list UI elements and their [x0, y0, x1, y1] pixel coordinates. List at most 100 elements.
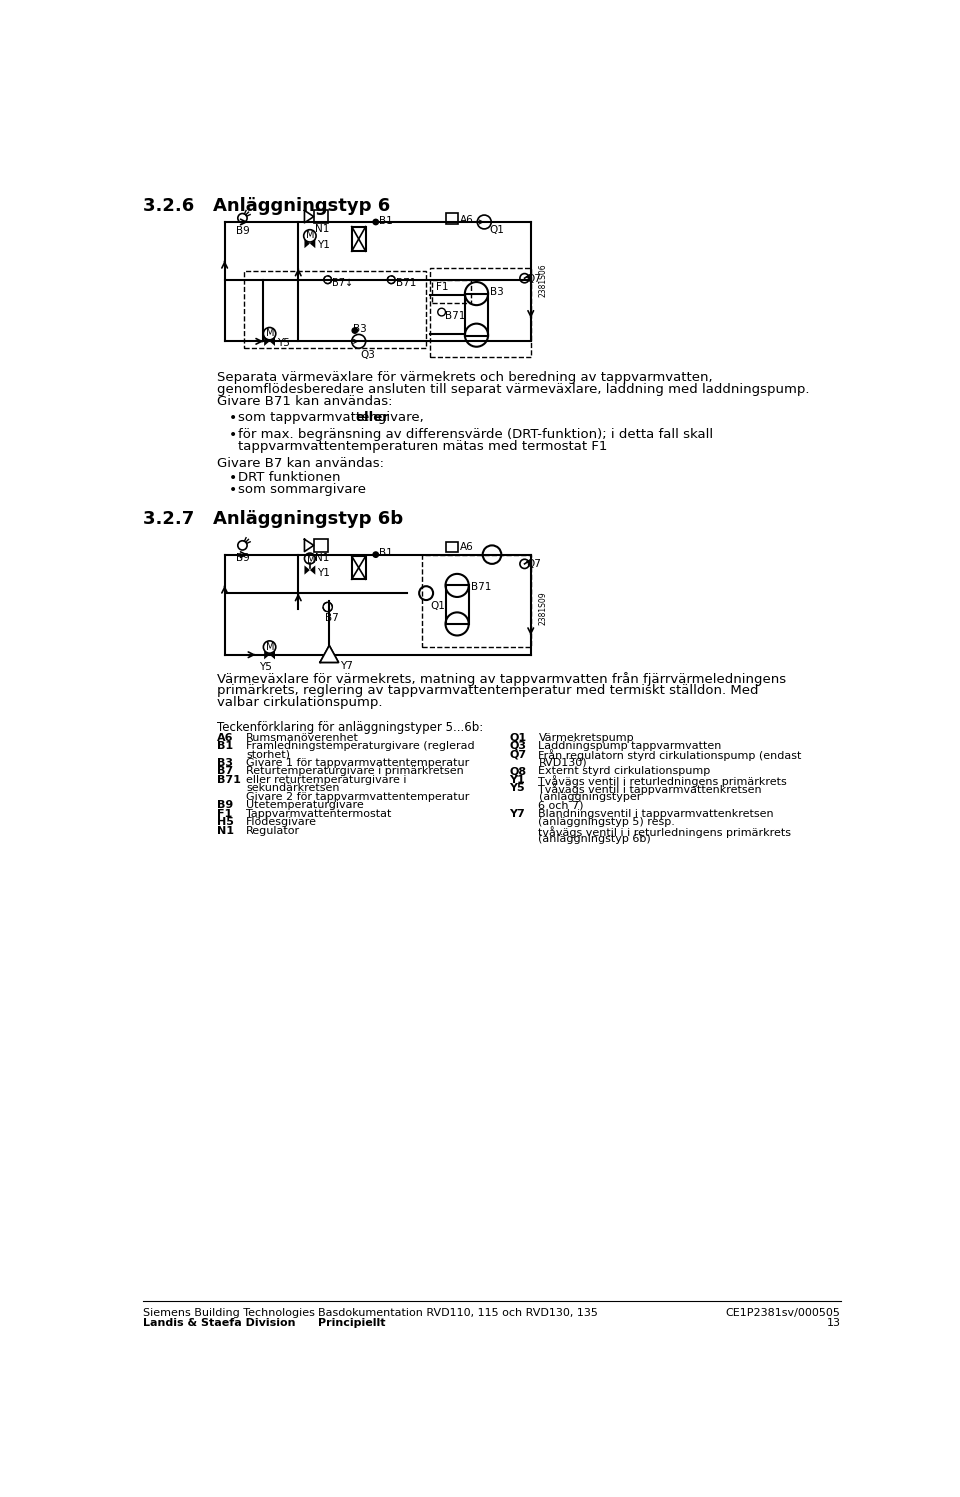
Text: Utetemperaturgivare: Utetemperaturgivare — [247, 801, 364, 810]
Circle shape — [352, 328, 357, 334]
Text: B3: B3 — [352, 323, 367, 334]
Text: Framledningstemperaturgivare (reglerad: Framledningstemperaturgivare (reglerad — [247, 741, 475, 751]
Polygon shape — [264, 337, 270, 346]
Text: Q3: Q3 — [509, 741, 526, 751]
Text: N1: N1 — [217, 826, 234, 835]
Text: 13: 13 — [827, 1319, 841, 1328]
Text: Returtemperaturgivare i primärkretsen: Returtemperaturgivare i primärkretsen — [247, 766, 464, 777]
Text: B9: B9 — [236, 552, 250, 563]
Bar — [430, 268, 531, 356]
Polygon shape — [310, 566, 315, 575]
Bar — [314, 211, 327, 223]
Circle shape — [373, 552, 378, 557]
Bar — [432, 280, 471, 302]
Text: eller returtemperaturgivare i: eller returtemperaturgivare i — [247, 775, 407, 784]
Text: Tvåvägs ventil i returledningens primärkrets: Tvåvägs ventil i returledningens primärk… — [539, 775, 787, 787]
Bar — [244, 271, 426, 347]
Text: tvåvägs ventil i i returledningens primärkrets: tvåvägs ventil i i returledningens primä… — [539, 826, 791, 838]
Polygon shape — [264, 650, 270, 659]
Text: B71: B71 — [217, 775, 241, 784]
Bar — [465, 293, 488, 335]
Text: Givare B7 kan användas:: Givare B7 kan användas: — [217, 457, 384, 470]
Text: Basdokumentation RVD110, 115 och RVD130, 135: Basdokumentation RVD110, 115 och RVD130,… — [318, 1308, 597, 1319]
Text: B71: B71 — [396, 278, 417, 289]
Text: Separata värmeväxlare för värmekrets och beredning av tappvarmvatten,: Separata värmeväxlare för värmekrets och… — [217, 371, 712, 383]
Text: Flödesgivare: Flödesgivare — [247, 817, 318, 828]
Text: Y5: Y5 — [276, 338, 289, 349]
Text: •: • — [228, 484, 237, 497]
Text: B7: B7 — [217, 766, 233, 777]
Text: M: M — [266, 642, 275, 651]
Text: primärkrets, reglering av tappvarmvattentemperatur med termiskt ställdon. Med: primärkrets, reglering av tappvarmvatten… — [217, 684, 758, 698]
Text: valbar cirkulationspump.: valbar cirkulationspump. — [217, 696, 382, 710]
Text: 3.2.7   Anläggningstyp 6b: 3.2.7 Anläggningstyp 6b — [143, 510, 403, 528]
Text: Principiellt: Principiellt — [318, 1319, 385, 1328]
Text: Landis & Staefa Division: Landis & Staefa Division — [143, 1319, 296, 1328]
Text: Q8: Q8 — [509, 766, 526, 777]
Text: •: • — [228, 428, 237, 442]
Text: Q7: Q7 — [526, 274, 541, 283]
Text: Q1: Q1 — [430, 600, 444, 611]
Text: Rumsmanöverenhet: Rumsmanöverenhet — [247, 732, 359, 743]
Text: B71: B71 — [471, 581, 492, 591]
Text: 2381S09: 2381S09 — [539, 591, 547, 626]
Bar — [445, 213, 458, 223]
Text: Siemens Building Technologies: Siemens Building Technologies — [143, 1308, 315, 1319]
Text: storhet): storhet) — [247, 750, 290, 759]
Text: sekundärkretsen: sekundärkretsen — [247, 783, 340, 793]
Bar — [351, 557, 366, 579]
Text: genomflödesberedare ansluten till separat värmeväxlare, laddning med laddningspu: genomflödesberedare ansluten till separa… — [217, 383, 809, 395]
Text: Q3: Q3 — [360, 350, 375, 359]
Text: som sommargivare: som sommargivare — [238, 484, 366, 496]
Text: A6: A6 — [460, 542, 473, 551]
Text: Q1: Q1 — [489, 225, 504, 235]
Text: Y1: Y1 — [509, 775, 525, 784]
Text: B71: B71 — [445, 310, 466, 320]
Text: N1: N1 — [315, 552, 329, 563]
Text: A6: A6 — [217, 732, 233, 743]
Text: Regulator: Regulator — [247, 826, 300, 835]
Text: CE1P2381sv/000505: CE1P2381sv/000505 — [726, 1308, 841, 1319]
Text: Laddningspump tappvarmvatten: Laddningspump tappvarmvatten — [539, 741, 722, 751]
Text: B1: B1 — [217, 741, 233, 751]
Text: DRT funktionen: DRT funktionen — [238, 470, 340, 484]
Text: Externt styrd cirkulationspump: Externt styrd cirkulationspump — [539, 766, 710, 777]
Text: 2381S06: 2381S06 — [539, 263, 547, 296]
Text: Värmeväxlare för värmekrets, matning av tappvarmvatten från fjärrvärmeledningens: Värmeväxlare för värmekrets, matning av … — [217, 672, 786, 686]
Text: Q7: Q7 — [526, 560, 541, 569]
Text: (anläggningstyper: (anläggningstyper — [539, 792, 641, 802]
Circle shape — [373, 219, 378, 225]
Text: 3.2.6   Anläggningstyp 6: 3.2.6 Anläggningstyp 6 — [143, 196, 391, 214]
Polygon shape — [270, 650, 275, 659]
Bar — [422, 554, 531, 647]
Text: •: • — [228, 410, 237, 425]
Text: (anläggningstyp 6b): (anläggningstyp 6b) — [539, 834, 651, 844]
Text: Blandningsventil i tappvarmvattenkretsen: Blandningsventil i tappvarmvattenkretsen — [539, 808, 774, 819]
Text: tappvarmvattentemperaturen mätas med termostat F1: tappvarmvattentemperaturen mätas med ter… — [238, 440, 607, 454]
Polygon shape — [304, 240, 310, 249]
Bar — [314, 539, 327, 551]
Text: Q7: Q7 — [509, 750, 526, 759]
Text: Värmekretspump: Värmekretspump — [539, 732, 635, 743]
Bar — [445, 585, 468, 624]
Text: F1: F1 — [436, 281, 448, 292]
Text: Givare B71 kan användas:: Givare B71 kan användas: — [217, 395, 393, 409]
Text: Tvåvägs ventil i tappvarmvattenkretsen: Tvåvägs ventil i tappvarmvattenkretsen — [539, 783, 762, 795]
Text: F1: F1 — [217, 808, 232, 819]
Text: M: M — [307, 554, 315, 564]
Text: B7↓: B7↓ — [331, 278, 352, 289]
Text: 6 och 7): 6 och 7) — [539, 801, 584, 810]
Text: B7: B7 — [324, 614, 338, 623]
Text: H5: H5 — [217, 817, 233, 828]
Text: B9: B9 — [236, 226, 250, 237]
Polygon shape — [320, 645, 339, 663]
Text: M: M — [266, 328, 275, 338]
Bar — [445, 542, 458, 552]
Text: M: M — [306, 231, 315, 241]
Text: •: • — [228, 470, 237, 485]
Text: Y7: Y7 — [509, 808, 525, 819]
Polygon shape — [304, 566, 310, 575]
Text: Teckenförklaring för anläggningstyper 5...6b:: Teckenförklaring för anläggningstyper 5.… — [217, 722, 483, 734]
Text: Q1: Q1 — [509, 732, 526, 743]
Text: Y7: Y7 — [340, 660, 353, 671]
